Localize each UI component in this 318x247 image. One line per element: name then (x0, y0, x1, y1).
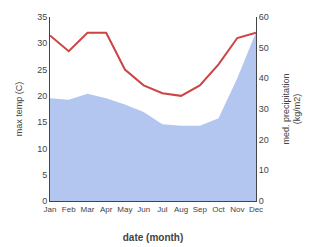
svg-text:30: 30 (37, 38, 47, 48)
svg-text:5: 5 (42, 170, 47, 180)
svg-text:10: 10 (259, 165, 269, 175)
svg-text:May: May (117, 205, 132, 214)
svg-text:0: 0 (259, 196, 264, 206)
svg-text:25: 25 (37, 65, 47, 75)
svg-text:10: 10 (37, 144, 47, 154)
svg-text:Oct: Oct (212, 205, 225, 214)
svg-text:Feb: Feb (62, 205, 76, 214)
svg-text:20: 20 (37, 91, 47, 101)
svg-text:Jan: Jan (44, 205, 57, 214)
svg-text:date (month): date (month) (123, 232, 184, 243)
svg-text:0: 0 (42, 196, 47, 206)
svg-text:15: 15 (37, 117, 47, 127)
svg-text:Apr: Apr (100, 205, 113, 214)
svg-text:30: 30 (259, 104, 269, 114)
svg-text:50: 50 (259, 43, 269, 53)
svg-text:Sep: Sep (193, 205, 208, 214)
svg-text:Jun: Jun (137, 205, 150, 214)
svg-text:40: 40 (259, 73, 269, 83)
svg-text:Aug: Aug (174, 205, 188, 214)
svg-text:max temp (C): max temp (C) (14, 82, 24, 137)
svg-text:60: 60 (259, 12, 269, 22)
svg-text:20: 20 (259, 135, 269, 145)
svg-text:Mar: Mar (81, 205, 95, 214)
svg-text:Nov: Nov (230, 205, 244, 214)
svg-text:Dec: Dec (249, 205, 263, 214)
svg-text:35: 35 (37, 12, 47, 22)
svg-text:med. precipitation(kg/m2): med. precipitation(kg/m2) (281, 73, 303, 144)
svg-text:Jul: Jul (157, 205, 167, 214)
